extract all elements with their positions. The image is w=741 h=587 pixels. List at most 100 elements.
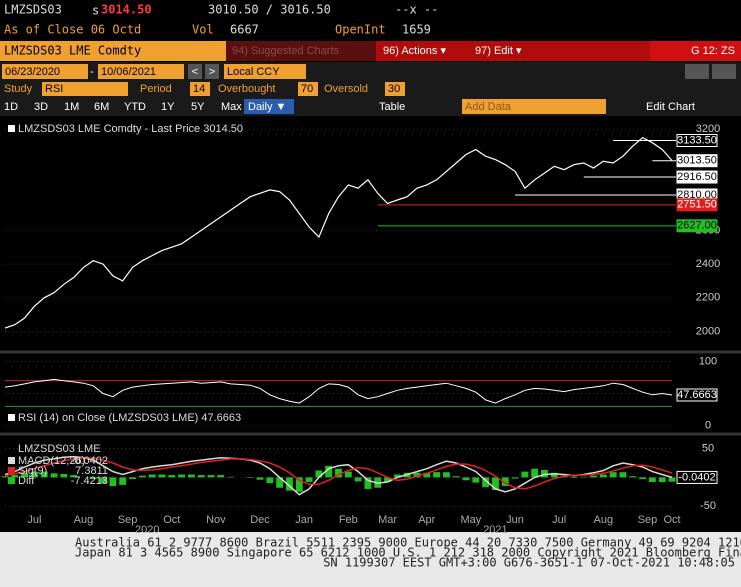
diff-bar [158,474,166,478]
diff-bar [1,476,9,478]
footer-bg [0,532,741,587]
diff-bar [295,477,303,492]
period-input[interactable] [190,82,210,96]
diff-bar [197,475,205,478]
diff-bar [550,472,558,478]
prev-button[interactable] [188,64,202,79]
diff-bar [501,477,509,487]
start-date[interactable]: 06/23/2020 [5,66,60,78]
diff-bar [286,477,293,491]
diff-bar [168,475,176,478]
undo-button[interactable] [685,64,709,79]
start-input[interactable] [2,64,88,79]
frequency-button[interactable] [244,99,294,114]
range-button[interactable]: 3D [34,101,48,113]
legend-name: Diff [18,475,35,487]
price-prefix: s [92,4,99,18]
x-tick-label: Sep [638,514,658,526]
chart-area [0,117,741,532]
x-tick-label: Jan [295,514,313,526]
end-date[interactable]: 10/06/2021 [101,66,156,78]
diff-bar [315,470,323,478]
diff-bar [531,468,539,478]
oversold[interactable]: 30 [388,83,400,95]
ticker: LMZSDS03 [4,3,62,17]
level-box [676,133,718,147]
diff-bar [413,472,421,478]
x-tick-label: Mar [378,514,397,526]
add-data[interactable]: Add Data [465,101,512,113]
study-name[interactable]: RSI [45,83,63,95]
frequency[interactable]: Daily ▼ [248,101,286,113]
range-button[interactable]: YTD [124,101,146,113]
x-tick-label: Jul [552,514,566,526]
y-tick-label: 2400 [696,258,720,270]
diff-bar [472,477,480,483]
level-label: 3133.50 [677,134,717,146]
overbought[interactable]: 70 [301,83,313,95]
edit[interactable]: 97) Edit ▾ [475,45,522,57]
diff-bar [119,477,127,485]
study-label: Study [4,83,33,95]
macd-line [4,455,673,496]
diff-bar [99,477,107,484]
level-label: 2916.50 [677,171,717,183]
page-code: G 12: ZS [691,45,735,57]
add-data-input[interactable] [462,99,606,114]
range-button[interactable]: 1M [64,101,79,113]
diff-bar [129,477,136,480]
diff-bar [325,465,333,478]
y-tick-label: 2000 [696,325,720,337]
diff-bar [599,474,607,478]
price-line [4,136,673,329]
diff-bar [462,477,470,481]
diff-bar [609,472,617,478]
currency[interactable]: Local CCY [227,66,280,78]
suggested[interactable]: 94) Suggested Charts [232,45,340,57]
next-button[interactable] [205,64,219,79]
actions[interactable]: 96) Actions ▾ [383,45,446,57]
period[interactable]: 14 [193,83,205,95]
diff-bar [217,475,225,478]
diff-bar [511,477,519,479]
suggested-box[interactable] [226,41,376,61]
range-button[interactable]: 1Y [161,101,175,113]
diff-bar [354,477,362,482]
diff-bar [580,476,588,478]
y-tick-label: 3200 [696,123,720,135]
legend-swatch [8,457,15,464]
overbought-input[interactable] [298,82,318,96]
diff-bar [148,474,156,478]
diff-bar [619,472,627,478]
footer-line: Australia 61 2 9777 8600 Brazil 5511 239… [75,536,741,550]
diff-bar [138,475,146,478]
diff-bar [658,477,666,482]
last-box [676,470,718,484]
security-box[interactable] [0,41,226,61]
oversold-input[interactable] [385,82,405,96]
refresh-button[interactable] [712,64,736,79]
oversold-label: Oversold [324,83,368,95]
rsi-line [4,378,673,404]
diff-bar [648,477,656,482]
legend-swatch [8,467,15,474]
diff-bar [335,468,342,478]
diff-bar [30,471,38,478]
security: LMZSDS03 LME Comdty [4,44,141,58]
range-button[interactable]: 6M [94,101,109,113]
edit-chart[interactable]: Edit Chart [646,101,695,113]
price: 3014.50 [101,3,152,17]
study-input[interactable] [42,82,128,96]
level-box [676,219,718,233]
range-button[interactable]: Max [221,101,242,113]
range-button[interactable]: 1D [4,101,18,113]
range-button[interactable]: 5Y [191,101,205,113]
end-input[interactable] [98,64,184,79]
diff-bar [40,471,48,478]
x-tick-label: Oct [163,514,180,526]
y-tick-label: -50 [700,500,716,512]
diff-bar [590,475,597,478]
currency-input[interactable] [224,64,306,79]
table[interactable]: Table [379,101,405,113]
legend-name: MACD(12,26) [18,455,85,467]
